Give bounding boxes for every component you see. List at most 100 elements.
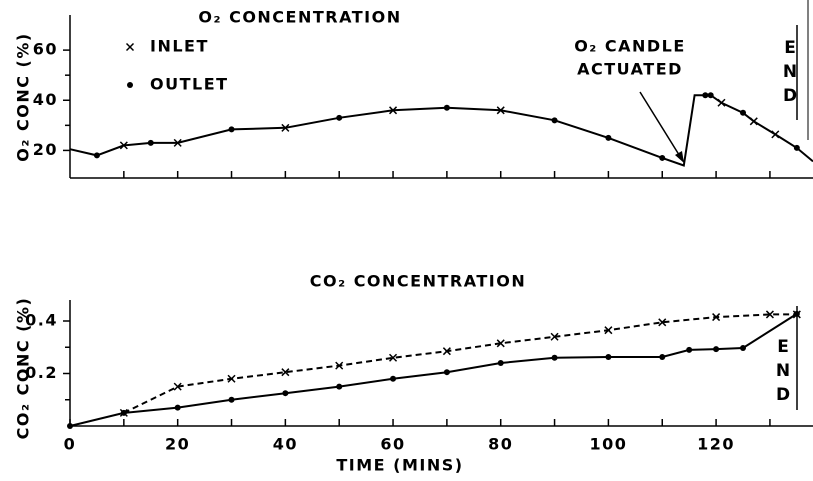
y-axis-label: CO₂ CONC (%) xyxy=(14,297,33,440)
marker-stroke xyxy=(658,318,667,327)
inlet-marker xyxy=(712,313,721,322)
series-line xyxy=(123,313,797,414)
x-tick-label: 80 xyxy=(488,435,513,454)
outlet-marker xyxy=(93,152,100,159)
marker-stroke xyxy=(496,106,505,115)
x-tick-label: 100 xyxy=(589,435,627,454)
marker-stroke xyxy=(119,141,128,150)
outlet-marker xyxy=(390,375,397,382)
annotation: O₂ CANDLE xyxy=(574,37,686,56)
outlet-marker xyxy=(336,114,343,121)
outlet-marker xyxy=(740,109,747,116)
x-tick-label: 40 xyxy=(273,435,298,454)
x-tick-label: 0 xyxy=(64,435,77,454)
outlet-marker xyxy=(228,396,235,403)
marker-stroke xyxy=(496,339,505,348)
marker-stroke xyxy=(119,408,128,417)
inlet-marker xyxy=(771,130,780,139)
marker-stroke xyxy=(389,106,398,115)
outlet-marker xyxy=(551,354,558,361)
chart-title: O₂ CONCENTRATION xyxy=(198,8,401,27)
inlet-marker xyxy=(119,408,128,417)
annotation-arrow xyxy=(639,91,682,159)
outlet-marker xyxy=(702,92,709,99)
marker-stroke xyxy=(173,382,182,391)
x-tick-label: 60 xyxy=(380,435,405,454)
outlet-marker xyxy=(443,104,450,111)
outlet-marker xyxy=(713,346,720,353)
legend-marker xyxy=(125,42,135,52)
x-axis-label: TIME (MINS) xyxy=(336,456,463,475)
legend-label: OUTLET xyxy=(150,75,229,94)
y-axis-label: O₂ CONC (%) xyxy=(14,32,33,161)
marker-stroke xyxy=(281,123,290,132)
outlet-marker xyxy=(793,144,800,151)
marker-stroke xyxy=(227,374,236,383)
markers xyxy=(93,92,800,161)
outlet-marker xyxy=(174,404,181,411)
markers xyxy=(119,310,801,417)
inlet-marker xyxy=(792,310,801,319)
outlet-marker xyxy=(228,126,235,133)
arrow-head xyxy=(675,151,684,163)
outlet-marker xyxy=(740,345,747,352)
outlet-marker xyxy=(497,360,504,366)
y-tick-label: 20 xyxy=(33,140,58,159)
series-line xyxy=(69,94,813,167)
y-tick-label: 0.2 xyxy=(25,363,58,382)
marker-stroke xyxy=(765,310,774,319)
marker-stroke xyxy=(712,313,721,322)
outlet-marker xyxy=(659,154,666,161)
outlet-marker xyxy=(336,383,343,390)
marker-stroke xyxy=(125,42,135,52)
inlet-marker xyxy=(765,310,774,319)
inlet-marker xyxy=(604,326,613,335)
marker-stroke xyxy=(604,326,613,335)
inlet-marker xyxy=(658,318,667,327)
y-tick-label: 40 xyxy=(33,90,58,109)
inlet-marker xyxy=(496,339,505,348)
inlet-marker xyxy=(281,123,290,132)
outlet-marker xyxy=(659,353,666,360)
y-tick-label: 0.4 xyxy=(25,311,58,330)
marker-stroke xyxy=(717,98,726,107)
marker-stroke xyxy=(550,332,559,341)
outlet-marker xyxy=(605,353,612,360)
marker-stroke xyxy=(173,138,182,147)
inlet-marker xyxy=(335,361,344,370)
marker-stroke xyxy=(749,117,758,126)
marker-stroke xyxy=(389,353,398,362)
outlet-marker xyxy=(147,139,154,146)
marker-stroke xyxy=(792,310,801,319)
inlet-marker xyxy=(119,141,128,150)
inlet-marker xyxy=(227,374,236,383)
inlet-marker xyxy=(173,382,182,391)
inlet-marker xyxy=(717,98,726,107)
marker-stroke xyxy=(335,361,344,370)
annotation: ACTUATED xyxy=(577,60,683,79)
legend-label: INLET xyxy=(150,37,209,56)
outlet-marker xyxy=(67,423,73,429)
marker-stroke xyxy=(281,368,290,377)
markers xyxy=(67,310,800,429)
legend-marker xyxy=(127,82,133,88)
outlet-marker xyxy=(282,390,289,397)
outlet-marker xyxy=(707,92,714,99)
x-tick-label: 20 xyxy=(165,435,190,454)
marker-stroke xyxy=(442,347,451,356)
x-tick-label: 120 xyxy=(697,435,735,454)
end-label: END xyxy=(773,337,793,409)
outlet-marker xyxy=(605,134,612,141)
inlet-marker xyxy=(389,106,398,115)
outlet-marker xyxy=(551,117,558,124)
inlet-marker xyxy=(281,368,290,377)
series-line xyxy=(69,313,798,427)
inlet-marker xyxy=(442,347,451,356)
end-label: END xyxy=(780,38,800,110)
inlet-marker xyxy=(749,117,758,126)
outlet-marker xyxy=(443,369,450,376)
marker-stroke xyxy=(771,130,780,139)
inlet-marker xyxy=(173,138,182,147)
chart-title: CO₂ CONCENTRATION xyxy=(310,272,526,291)
